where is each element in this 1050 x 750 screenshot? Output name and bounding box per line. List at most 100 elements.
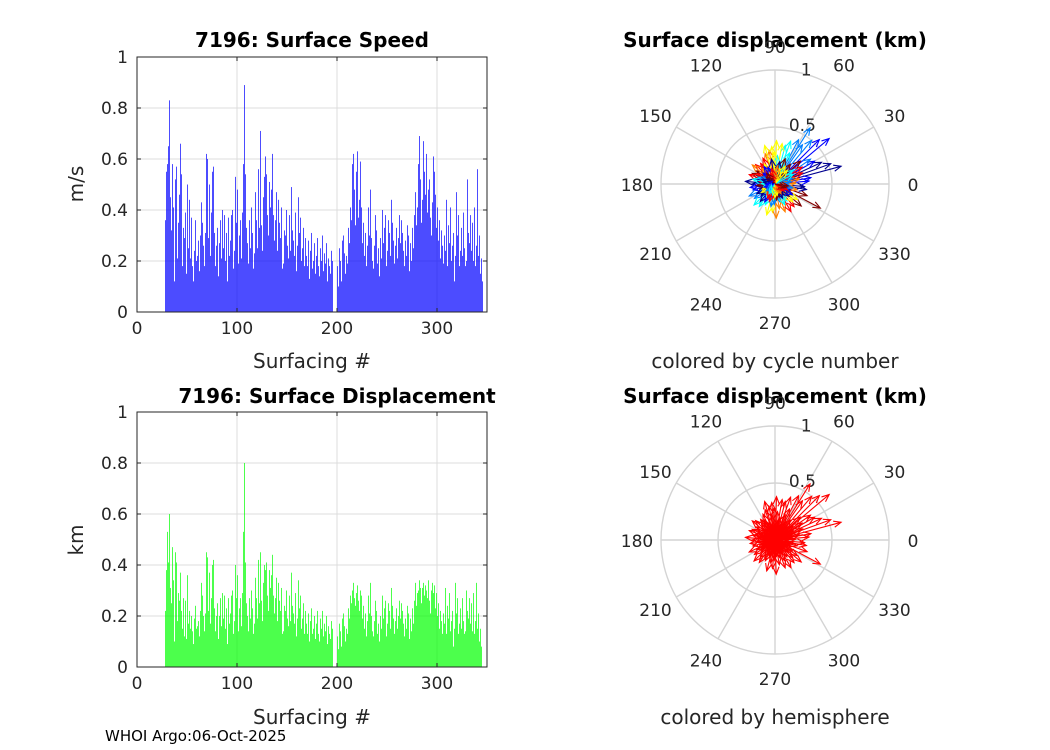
bar (180, 143, 181, 312)
bar (285, 610, 286, 667)
angle-label: 270 (759, 314, 791, 334)
bar (326, 243, 327, 312)
bar (383, 618, 384, 667)
radius-label: 0.5 (789, 472, 816, 492)
arrow-head (747, 529, 758, 537)
bar (322, 610, 323, 667)
bar (337, 266, 338, 312)
surface-speed-panel: 7196: Surface Speed Surfacing # m/s 0 0.2… (64, 28, 488, 373)
bar (258, 169, 259, 312)
bar (380, 616, 381, 667)
bar (254, 253, 255, 312)
angle-label: 30 (884, 107, 906, 127)
bar (275, 598, 276, 667)
bar (464, 248, 465, 312)
arrow-head (778, 521, 786, 531)
bar (261, 225, 262, 312)
bar (470, 623, 471, 667)
bar (369, 235, 370, 312)
arrow-head (747, 173, 758, 181)
bar (189, 199, 190, 312)
bar (376, 230, 377, 312)
bar (199, 271, 200, 312)
bar (466, 261, 467, 312)
bar (325, 631, 326, 667)
arrow-head (747, 189, 758, 197)
bar (202, 595, 203, 667)
bar (293, 240, 294, 312)
bar (205, 232, 206, 312)
bar (248, 263, 249, 312)
bar (188, 248, 189, 312)
bar (265, 570, 266, 667)
bar (392, 222, 393, 312)
bar (395, 621, 396, 667)
bar (220, 220, 221, 312)
bar (197, 255, 198, 312)
bar (295, 593, 296, 667)
bar (270, 207, 271, 312)
bar (167, 531, 168, 667)
bar (429, 600, 430, 667)
arrow-head (789, 192, 799, 201)
bar (173, 207, 174, 312)
arrow-head (762, 512, 770, 523)
bar (475, 621, 476, 667)
bar (297, 618, 298, 667)
bar (172, 547, 173, 667)
bar (357, 585, 358, 667)
bar (465, 631, 466, 667)
bar (187, 575, 188, 667)
bar (236, 222, 237, 312)
surface-speed-xlabel: Surfacing # (253, 349, 371, 373)
bar (296, 271, 297, 312)
bar (184, 238, 185, 312)
bar (314, 243, 315, 312)
arrow-head (785, 173, 795, 181)
arrow-head (793, 198, 803, 207)
polar-hemisphere-title: Surface displacement (km) (623, 384, 927, 408)
bar (213, 166, 214, 312)
bar (165, 220, 166, 312)
bar (448, 225, 449, 312)
arrow-head (777, 181, 788, 189)
bar (451, 261, 452, 312)
bar (386, 266, 387, 312)
surface-displacement-ylabel: km (64, 524, 88, 555)
arrow-head (791, 138, 800, 148)
bar (360, 161, 361, 312)
arrow-head (751, 540, 761, 548)
bar (280, 238, 281, 312)
bar (468, 618, 469, 667)
bar (258, 559, 259, 667)
bar (302, 618, 303, 667)
bar (165, 610, 166, 667)
angle-label: 150 (639, 107, 671, 127)
polar-spoke (717, 84, 776, 185)
bar (175, 552, 176, 667)
bar (363, 222, 364, 312)
bar (198, 621, 199, 667)
bar (362, 618, 363, 667)
bar (346, 255, 347, 312)
x-tick-label: 100 (221, 319, 253, 339)
bar (300, 595, 301, 667)
bar (257, 618, 258, 667)
bar (419, 136, 420, 312)
bar (319, 276, 320, 312)
bar (240, 598, 241, 667)
arrow-head (802, 514, 812, 523)
arrow-head (795, 499, 804, 509)
bar (206, 552, 207, 667)
bar (222, 210, 223, 312)
arrow-head (803, 531, 813, 539)
bar (309, 278, 310, 312)
bar (212, 171, 213, 312)
bar (240, 220, 241, 312)
arrow-head (770, 187, 778, 197)
bar (301, 261, 302, 312)
arrow-head (751, 184, 761, 192)
bar (293, 613, 294, 667)
arrow-head (770, 150, 778, 160)
bar (267, 215, 268, 312)
